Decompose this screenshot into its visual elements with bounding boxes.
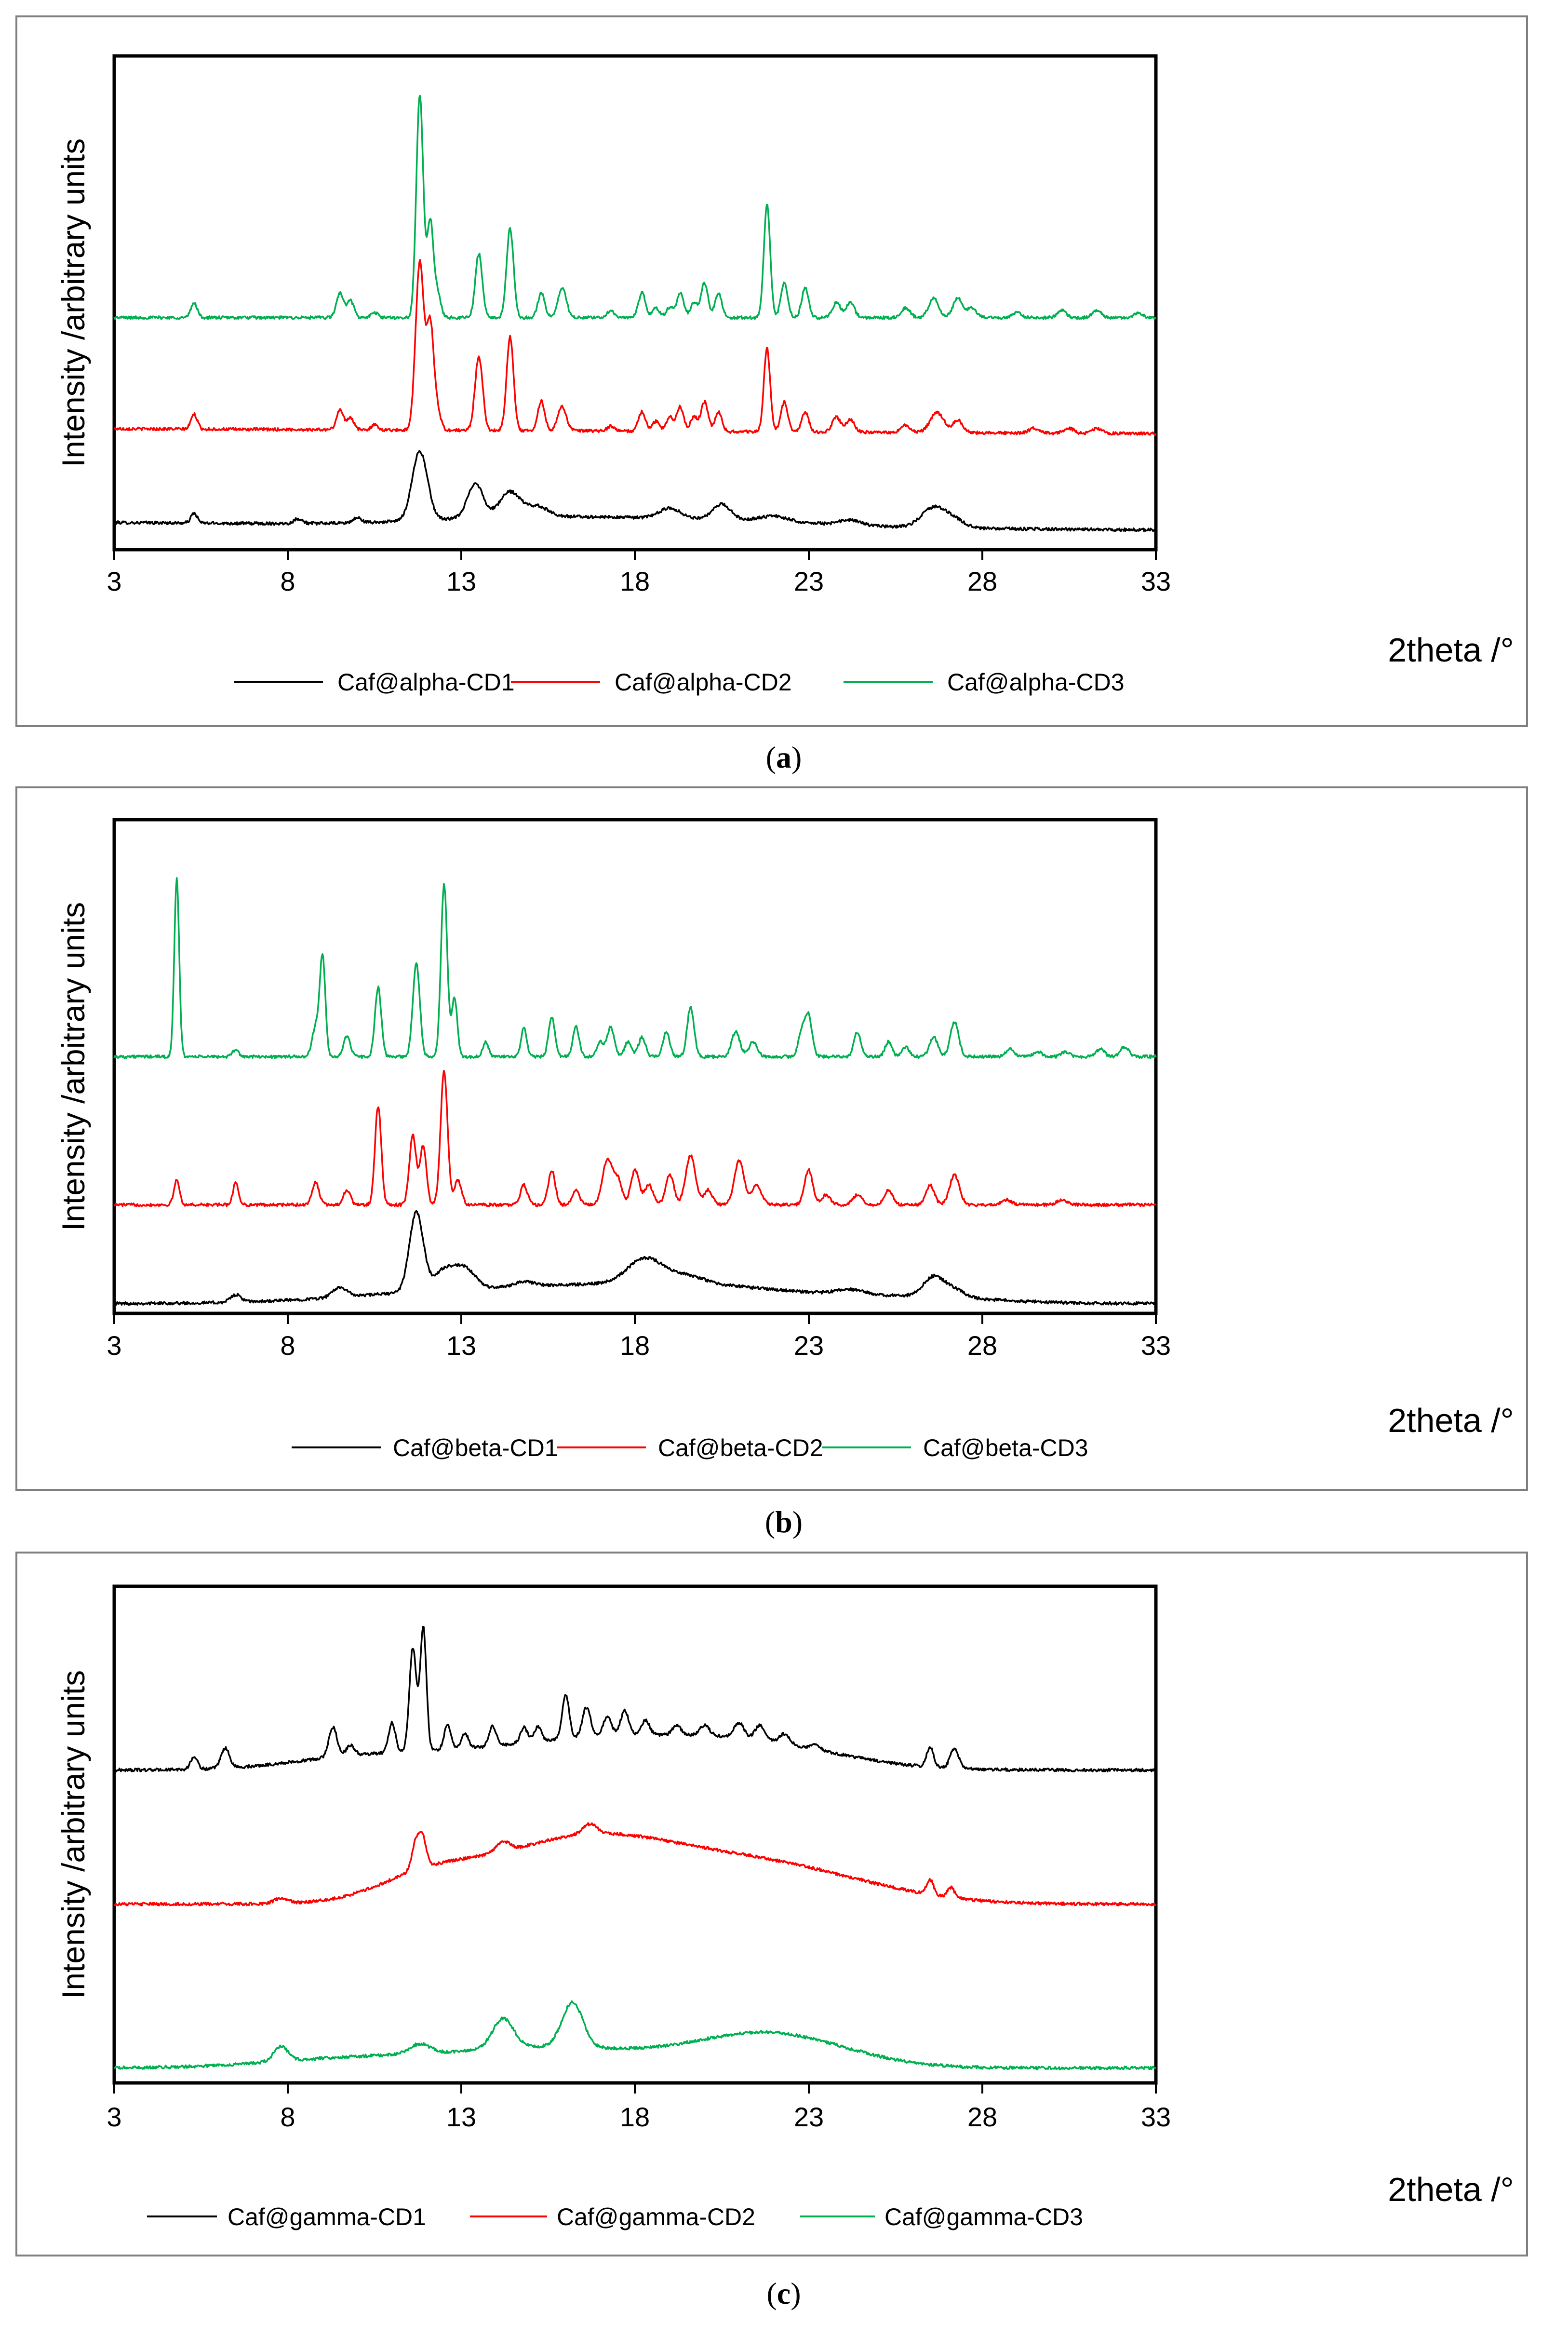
panel-b-legend-label-2: Caf@beta-CD2 <box>658 1434 823 1461</box>
panel-b-series-3-line <box>113 877 1157 1059</box>
panel-c-legend-label-1: Caf@gamma-CD1 <box>228 2203 426 2230</box>
panel-b-series-group <box>113 877 1157 1306</box>
panel-a-series-1-line <box>113 450 1157 532</box>
panel-b: Intensity /arbitrary units 2theta /° 3 8… <box>15 786 1528 1491</box>
panel-c-legend-label-2: Caf@gamma-CD2 <box>557 2203 755 2230</box>
panel-b-xtick-label-2: 13 <box>446 1330 476 1361</box>
panel-b-y-axis-label: Intensity /arbitrary units <box>55 902 91 1231</box>
panel-c-ticks: 3 8 13 18 23 28 33 <box>107 2083 1171 2132</box>
panel-c-y-axis-label: Intensity /arbitrary units <box>55 1670 91 1999</box>
panel-a-xtick-label-3: 18 <box>620 566 650 596</box>
panel-b-xtick-label-0: 3 <box>107 1330 121 1361</box>
panel-b-caption-letter: b <box>775 1505 792 1539</box>
panel-a-xtick-label-0: 3 <box>107 566 121 596</box>
panel-c-xtick-label-4: 23 <box>794 2102 824 2132</box>
panel-a-ticks: 3 8 13 18 23 28 33 <box>107 550 1171 596</box>
panel-b-legend-label-1: Caf@beta-CD1 <box>393 1434 558 1461</box>
panel-b-legend-label-3: Caf@beta-CD3 <box>923 1434 1088 1461</box>
panel-a-legend: Caf@alpha-CD1 Caf@alpha-CD2 Caf@alpha-CD… <box>234 669 1125 696</box>
panel-c-series-3-line <box>114 2000 1156 2070</box>
panel-a-caption-letter: a <box>776 740 791 774</box>
panel-c-frame <box>15 1552 1528 2256</box>
panel-c-caption-letter: c <box>777 2276 791 2310</box>
panel-b-series-1-line <box>114 1210 1156 1306</box>
panel-c-xtick-label-1: 8 <box>280 2102 295 2132</box>
panel-b-caption: (b) <box>765 1505 803 1539</box>
panel-c-series-2-line <box>113 1822 1156 1907</box>
panel-a-series-group <box>113 95 1157 532</box>
panel-a: Intensity /arbitrary units 2theta /° 3 8… <box>15 15 1528 727</box>
panel-a-legend-label-1: Caf@alpha-CD1 <box>337 669 515 696</box>
panel-b-legend: Caf@beta-CD1 Caf@beta-CD2 Caf@beta-CD3 <box>292 1434 1088 1461</box>
panel-a-x-axis-label: 2theta /° <box>1388 631 1514 669</box>
panel-b-frame <box>15 786 1528 1491</box>
panel-a-caption: (a) <box>766 740 802 774</box>
panel-a-legend-label-2: Caf@alpha-CD2 <box>615 669 792 696</box>
panel-c-xtick-label-6: 33 <box>1141 2102 1171 2132</box>
panel-a-xtick-label-1: 8 <box>280 566 295 596</box>
panel-a-plot-area <box>112 54 1158 552</box>
panel-a-frame <box>15 15 1528 727</box>
panel-b-ticks: 3 8 13 18 23 28 33 <box>107 1313 1171 1361</box>
panel-c-series-1-line <box>113 1625 1157 1772</box>
panel-a-xtick-label-6: 33 <box>1141 566 1171 596</box>
panel-c-x-axis-label: 2theta /° <box>1388 2171 1514 2208</box>
panel-b-plot-area <box>112 818 1158 1315</box>
panel-b-xtick-label-5: 28 <box>967 1330 997 1361</box>
panel-a-legend-label-3: Caf@alpha-CD3 <box>947 669 1125 696</box>
panel-a-xtick-label-5: 28 <box>967 566 997 596</box>
panel-b-xtick-label-1: 8 <box>280 1330 295 1361</box>
panel-a-series-3-line <box>113 95 1157 320</box>
panel-a-xtick-label-2: 13 <box>446 566 476 596</box>
panel-c-xtick-label-2: 13 <box>446 2102 476 2132</box>
panel-b-x-axis-label: 2theta /° <box>1388 1402 1514 1439</box>
panel-c: Intensity /arbitrary units 2theta /° 3 8… <box>15 1552 1528 2256</box>
panel-c-xtick-label-3: 18 <box>620 2102 650 2132</box>
panel-b-series-2-line <box>113 1069 1157 1207</box>
panel-c-xtick-label-5: 28 <box>967 2102 997 2132</box>
panel-a-y-axis-label: Intensity /arbitrary units <box>55 138 91 467</box>
panel-b-xtick-label-4: 23 <box>794 1330 824 1361</box>
panel-a-series-2-line <box>114 259 1157 436</box>
panel-c-series-group <box>113 1625 1157 2070</box>
panel-c-xtick-label-0: 3 <box>107 2102 121 2132</box>
panel-c-legend-label-3: Caf@gamma-CD3 <box>885 2203 1083 2230</box>
panel-c-caption: (c) <box>766 2276 801 2310</box>
panel-c-legend: Caf@gamma-CD1 Caf@gamma-CD2 Caf@gamma-CD… <box>147 2203 1083 2230</box>
panel-a-xtick-label-4: 23 <box>794 566 824 596</box>
panel-b-xtick-label-6: 33 <box>1141 1330 1171 1361</box>
panel-b-xtick-label-3: 18 <box>620 1330 650 1361</box>
